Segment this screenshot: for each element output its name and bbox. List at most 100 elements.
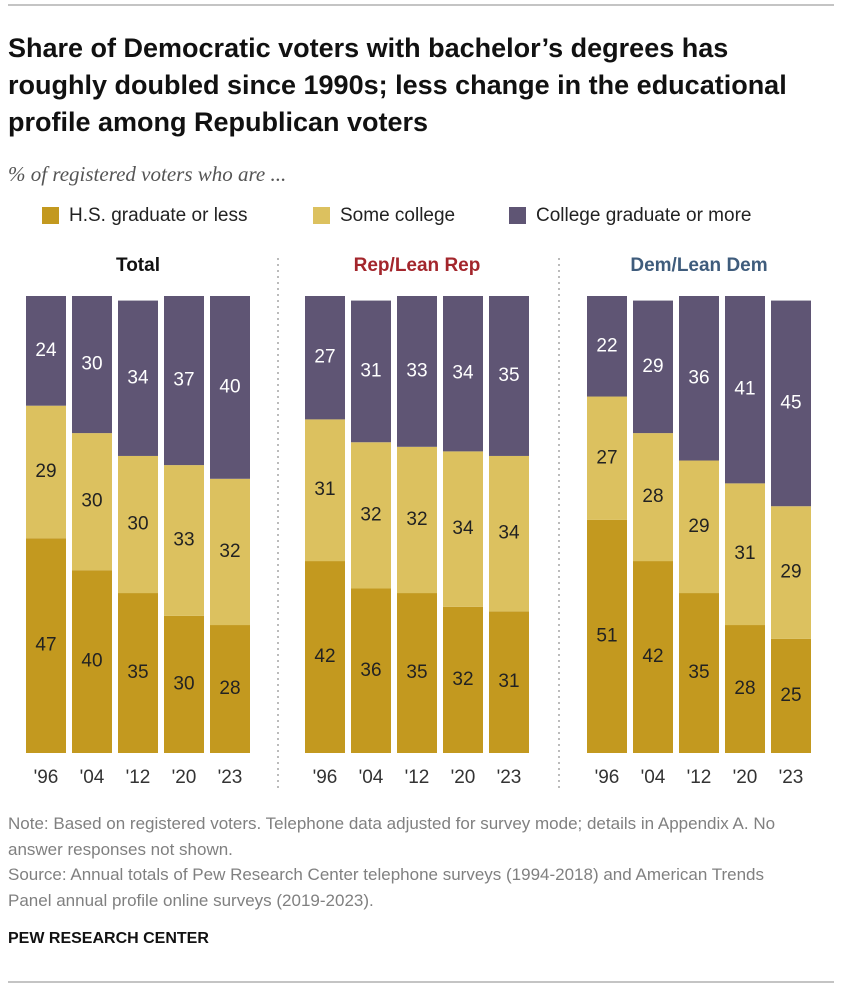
bar-segment [351,300,391,443]
data-label: 22 [596,335,617,356]
data-label: 36 [688,367,709,388]
data-label: 31 [498,671,519,692]
legend-swatch [313,207,330,224]
x-tick-label: '04 [359,767,384,788]
data-label: 28 [642,486,663,507]
x-tick-label: '12 [687,767,712,788]
x-tick-label: '12 [126,767,151,788]
data-label: 29 [35,461,56,482]
data-label: 29 [780,562,801,583]
data-label: 33 [406,360,427,381]
bar-segment [587,396,627,520]
subtitle: % of registered voters who are ... [8,162,287,186]
bar-segment [587,296,627,397]
x-tick-label: '96 [595,767,620,788]
data-label: 35 [498,365,519,386]
data-label: 32 [219,541,240,562]
bar-segment [771,638,811,753]
bar-segment [118,593,158,753]
data-label: 32 [452,669,473,690]
data-label: 28 [219,678,240,699]
bar-segment [305,561,345,753]
bar-segment [725,483,765,626]
legend-swatch [42,207,59,224]
bar-segment [443,296,483,452]
bar-segment [210,625,250,753]
bar-segment [164,465,204,616]
data-label: 35 [406,662,427,683]
data-label: 31 [314,479,335,500]
bar-segment [633,433,673,562]
bar-segment [118,455,158,594]
data-label: 34 [498,523,520,544]
bar-segment [210,478,250,626]
panel-title: Total [116,255,160,276]
bar-segment [443,451,483,607]
bar-segment [164,615,204,753]
bar-segment [305,296,345,420]
bar-segment [351,442,391,589]
panel-title: Rep/Lean Rep [354,255,481,276]
data-label: 47 [35,635,56,656]
bar-segment [489,296,529,456]
bar-segment [725,296,765,484]
footer: PEW RESEARCH CENTER [8,930,209,947]
data-label: 24 [35,340,57,361]
bar-segment [587,519,627,753]
data-label: 27 [596,447,617,468]
bar-segment [397,593,437,753]
bar-segment [679,296,719,461]
x-tick-label: '96 [313,767,338,788]
data-label: 31 [734,543,755,564]
data-label: 41 [734,379,755,400]
data-label: 35 [127,662,148,683]
bar-segment [118,300,158,456]
bar-segment [725,625,765,753]
data-label: 32 [360,504,381,525]
bar-segment [489,611,529,753]
data-label: 34 [127,367,149,388]
bar-segment [397,446,437,594]
bar-segment [679,593,719,753]
data-label: 34 [452,363,474,384]
source: Source: Annual totals of Pew Research Ce… [8,865,764,910]
x-tick-label: '20 [733,767,758,788]
data-label: 32 [406,509,427,530]
data-label: 37 [173,370,194,391]
data-label: 40 [219,376,240,397]
data-label: 25 [780,685,801,706]
data-label: 33 [173,530,194,551]
data-label: 45 [780,392,801,413]
bar-segment [26,296,66,406]
x-tick-label: '96 [34,767,59,788]
bar-segment [72,296,112,434]
data-label: 28 [734,678,755,699]
x-tick-label: '23 [218,767,243,788]
bar-segment [72,433,112,571]
bar-segment [771,300,811,507]
data-label: 30 [81,354,102,375]
data-label: 34 [452,518,474,539]
data-label: 30 [81,491,102,512]
bar-segment [633,300,673,434]
data-label: 30 [173,673,194,694]
data-label: 36 [360,660,381,681]
data-label: 29 [642,356,663,377]
panel-title: Dem/Lean Dem [630,255,767,276]
legend-label: H.S. graduate or less [69,205,247,226]
bar-segment [679,460,719,594]
bar-segment [210,296,250,479]
bar-segment [633,561,673,753]
x-tick-label: '04 [80,767,105,788]
data-label: 42 [642,646,663,667]
bar-segment [489,455,529,612]
bar-segment [26,538,66,753]
data-label: 35 [688,662,709,683]
note: Note: Based on registered voters. Teleph… [8,814,776,859]
legend-label: College graduate or more [536,205,751,226]
bar-segment [26,405,66,539]
data-label: 42 [314,646,335,667]
legend-swatch [509,207,526,224]
